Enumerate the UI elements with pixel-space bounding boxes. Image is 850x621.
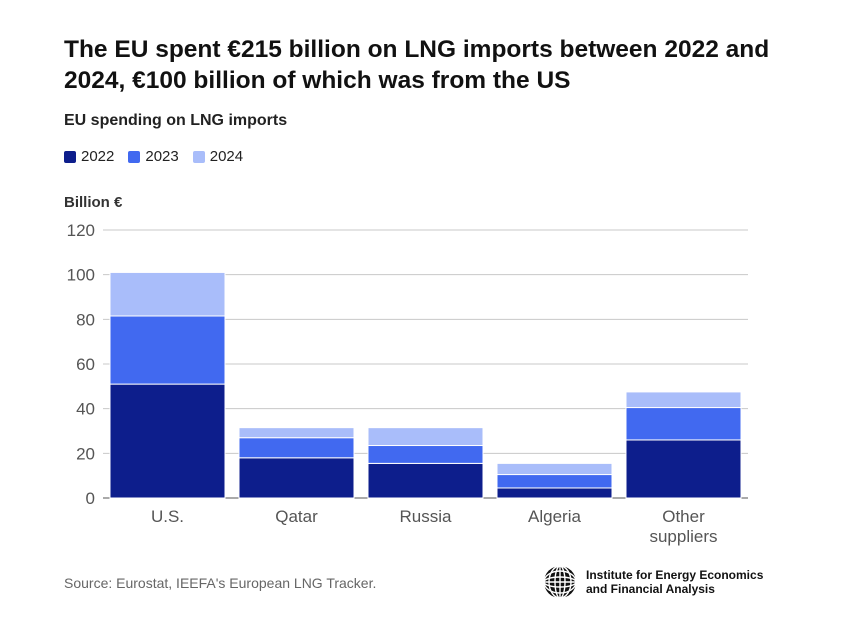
bar-russia-2022 [367,462,484,499]
bar-algeria-2024 [496,462,613,476]
y-tick-label-120: 120 [67,221,95,240]
bar-russia-2024 [367,427,484,447]
y-tick-label-20: 20 [76,444,95,463]
bar-other-suppliers-2022 [625,439,742,499]
x-tick-label-3: Algeria [528,507,581,526]
source-note: Source: Eurostat, IEEFA's European LNG T… [64,575,377,591]
legend-swatch-2022 [64,150,76,163]
legend-swatch-2023 [128,150,141,163]
legend-swatch-2024 [192,150,205,163]
logo-line-1: Institute for Energy Economics [586,568,764,582]
y-tick-label-40: 40 [76,400,95,419]
bar-u-s-2022 [109,383,226,499]
y-tick-label-80: 80 [76,310,95,329]
stacked-bar-chart: 0 20 40 60 80 100 120 U.S. Qatar Russia Algeria Oth… [67,221,748,546]
bar-other-suppliers-2023 [625,407,742,441]
x-tick-label-2: Russia [400,507,453,526]
bar-qatar-2022 [238,457,355,499]
bar-algeria-2023 [496,474,613,489]
y-axis-unit: Billion € [64,194,123,211]
x-tick-label-4-line-1: suppliers [649,527,717,546]
y-tick-label-60: 60 [76,355,95,374]
chart-subtitle: EU spending on LNG imports [64,112,288,129]
legend-label-2022: 2022 [81,148,115,165]
legend-label-2024: 2024 [209,148,244,165]
bar-russia-2023 [367,445,484,464]
logo-text: Institute for Energy Economics and Finan… [586,568,786,596]
x-tick-label-1: Qatar [275,507,318,526]
bar-algeria-2022 [496,487,613,499]
legend-item-2024: 2024 [192,148,244,165]
legend-item-2023: 2023 [128,148,179,165]
bar-qatar-2023 [238,437,355,459]
logo-line-2: and Financial Analysis [586,582,715,596]
bar-qatar-2024 [238,427,355,439]
ieefa-logo: Institute for Energy Economics and Finan… [542,564,786,600]
bar-u-s-2024 [109,271,226,317]
legend-item-2022: 2022 [64,148,114,165]
y-tick-label-100: 100 [67,266,95,285]
legend-label-2023: 2023 [145,148,179,165]
chart-title: The EU spent €215 billion on LNG imports… [64,36,770,94]
bar-u-s-2023 [109,315,226,385]
x-tick-label-4-line-0: Other [662,507,705,526]
bar-other-suppliers-2024 [625,391,742,409]
legend: 2022 2023 2024 [64,148,243,165]
y-tick-label-0: 0 [86,489,95,508]
globe-icon [543,565,577,599]
x-tick-label-0: U.S. [151,507,184,526]
